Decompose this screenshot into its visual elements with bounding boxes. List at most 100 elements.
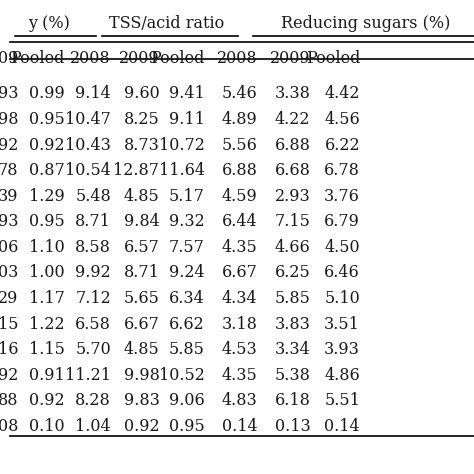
Text: 9.83: 9.83: [124, 392, 159, 410]
Text: 09: 09: [0, 50, 18, 67]
Text: 4.22: 4.22: [275, 111, 310, 128]
Text: 4.53: 4.53: [222, 341, 257, 358]
Text: 10.43: 10.43: [65, 137, 111, 154]
Text: 9.24: 9.24: [169, 264, 205, 282]
Text: 7.57: 7.57: [169, 239, 205, 256]
Text: 10.52: 10.52: [159, 367, 205, 384]
Text: 4.85: 4.85: [124, 188, 159, 205]
Text: 5.70: 5.70: [75, 341, 111, 358]
Text: 29: 29: [0, 290, 18, 307]
Text: 0.10: 0.10: [29, 418, 65, 435]
Text: y (%): y (%): [28, 15, 70, 32]
Text: 6.78: 6.78: [324, 162, 360, 179]
Text: 9.06: 9.06: [169, 392, 205, 410]
Text: 4.85: 4.85: [124, 341, 159, 358]
Text: 2009: 2009: [119, 50, 159, 67]
Text: 6.46: 6.46: [324, 264, 360, 282]
Text: 4.66: 4.66: [275, 239, 310, 256]
Text: 6.67: 6.67: [124, 316, 159, 333]
Text: 2008: 2008: [70, 50, 111, 67]
Text: 9.98: 9.98: [124, 367, 159, 384]
Text: 0.95: 0.95: [169, 418, 205, 435]
Text: 0.95: 0.95: [29, 111, 65, 128]
Text: 2008: 2008: [217, 50, 257, 67]
Text: 3.83: 3.83: [274, 316, 310, 333]
Text: 5.85: 5.85: [274, 290, 310, 307]
Text: 5.56: 5.56: [222, 137, 257, 154]
Text: 2.93: 2.93: [275, 188, 310, 205]
Text: TSS/acid ratio: TSS/acid ratio: [109, 15, 225, 32]
Text: 6.34: 6.34: [169, 290, 205, 307]
Text: 1.00: 1.00: [29, 264, 65, 282]
Text: 4.35: 4.35: [222, 367, 257, 384]
Text: 9.14: 9.14: [75, 85, 111, 102]
Text: 78: 78: [0, 162, 18, 179]
Text: 4.83: 4.83: [222, 392, 257, 410]
Text: 6.58: 6.58: [75, 316, 111, 333]
Text: 6.57: 6.57: [124, 239, 159, 256]
Text: 12.87: 12.87: [113, 162, 159, 179]
Text: 06: 06: [0, 239, 18, 256]
Text: 8.28: 8.28: [75, 392, 111, 410]
Text: 8.25: 8.25: [124, 111, 159, 128]
Text: 4.42: 4.42: [325, 85, 360, 102]
Text: 10.72: 10.72: [159, 137, 205, 154]
Text: 93: 93: [0, 85, 18, 102]
Text: 0.13: 0.13: [275, 418, 310, 435]
Text: 92: 92: [0, 137, 18, 154]
Text: 9.41: 9.41: [169, 85, 205, 102]
Text: 08: 08: [0, 418, 18, 435]
Text: 3.34: 3.34: [275, 341, 310, 358]
Text: 5.10: 5.10: [324, 290, 360, 307]
Text: 1.04: 1.04: [75, 418, 111, 435]
Text: 3.76: 3.76: [324, 188, 360, 205]
Text: 0.87: 0.87: [29, 162, 65, 179]
Text: 11.64: 11.64: [158, 162, 205, 179]
Text: 4.34: 4.34: [222, 290, 257, 307]
Text: 4.59: 4.59: [222, 188, 257, 205]
Text: Pooled: Pooled: [306, 50, 360, 67]
Text: 10.47: 10.47: [65, 111, 111, 128]
Text: 0.95: 0.95: [29, 213, 65, 230]
Text: Pooled: Pooled: [10, 50, 65, 67]
Text: 0.99: 0.99: [29, 85, 65, 102]
Text: 93: 93: [0, 213, 18, 230]
Text: 5.85: 5.85: [169, 341, 205, 358]
Text: 3.93: 3.93: [324, 341, 360, 358]
Text: 0.92: 0.92: [29, 392, 65, 410]
Text: 1.10: 1.10: [29, 239, 65, 256]
Text: 4.86: 4.86: [324, 367, 360, 384]
Text: 6.18: 6.18: [274, 392, 310, 410]
Text: 8.71: 8.71: [75, 213, 111, 230]
Text: 5.46: 5.46: [222, 85, 257, 102]
Text: 88: 88: [0, 392, 18, 410]
Text: 6.68: 6.68: [274, 162, 310, 179]
Text: 1.22: 1.22: [29, 316, 65, 333]
Text: 3.51: 3.51: [324, 316, 360, 333]
Text: 8.73: 8.73: [124, 137, 159, 154]
Text: 03: 03: [0, 264, 18, 282]
Text: Pooled: Pooled: [150, 50, 205, 67]
Text: 0.92: 0.92: [29, 137, 65, 154]
Text: 5.48: 5.48: [75, 188, 111, 205]
Text: 15: 15: [0, 316, 18, 333]
Text: 6.88: 6.88: [274, 137, 310, 154]
Text: 3.38: 3.38: [274, 85, 310, 102]
Text: 11.21: 11.21: [65, 367, 111, 384]
Text: 39: 39: [0, 188, 18, 205]
Text: 6.25: 6.25: [275, 264, 310, 282]
Text: 1.29: 1.29: [29, 188, 65, 205]
Text: 0.14: 0.14: [222, 418, 257, 435]
Text: 4.35: 4.35: [222, 239, 257, 256]
Text: 6.79: 6.79: [324, 213, 360, 230]
Text: 2009: 2009: [270, 50, 310, 67]
Text: 6.44: 6.44: [222, 213, 257, 230]
Text: 4.50: 4.50: [324, 239, 360, 256]
Text: 9.32: 9.32: [169, 213, 205, 230]
Text: 5.17: 5.17: [169, 188, 205, 205]
Text: 7.12: 7.12: [75, 290, 111, 307]
Text: 6.62: 6.62: [169, 316, 205, 333]
Text: 0.92: 0.92: [124, 418, 159, 435]
Text: 9.84: 9.84: [124, 213, 159, 230]
Text: 0.91: 0.91: [29, 367, 65, 384]
